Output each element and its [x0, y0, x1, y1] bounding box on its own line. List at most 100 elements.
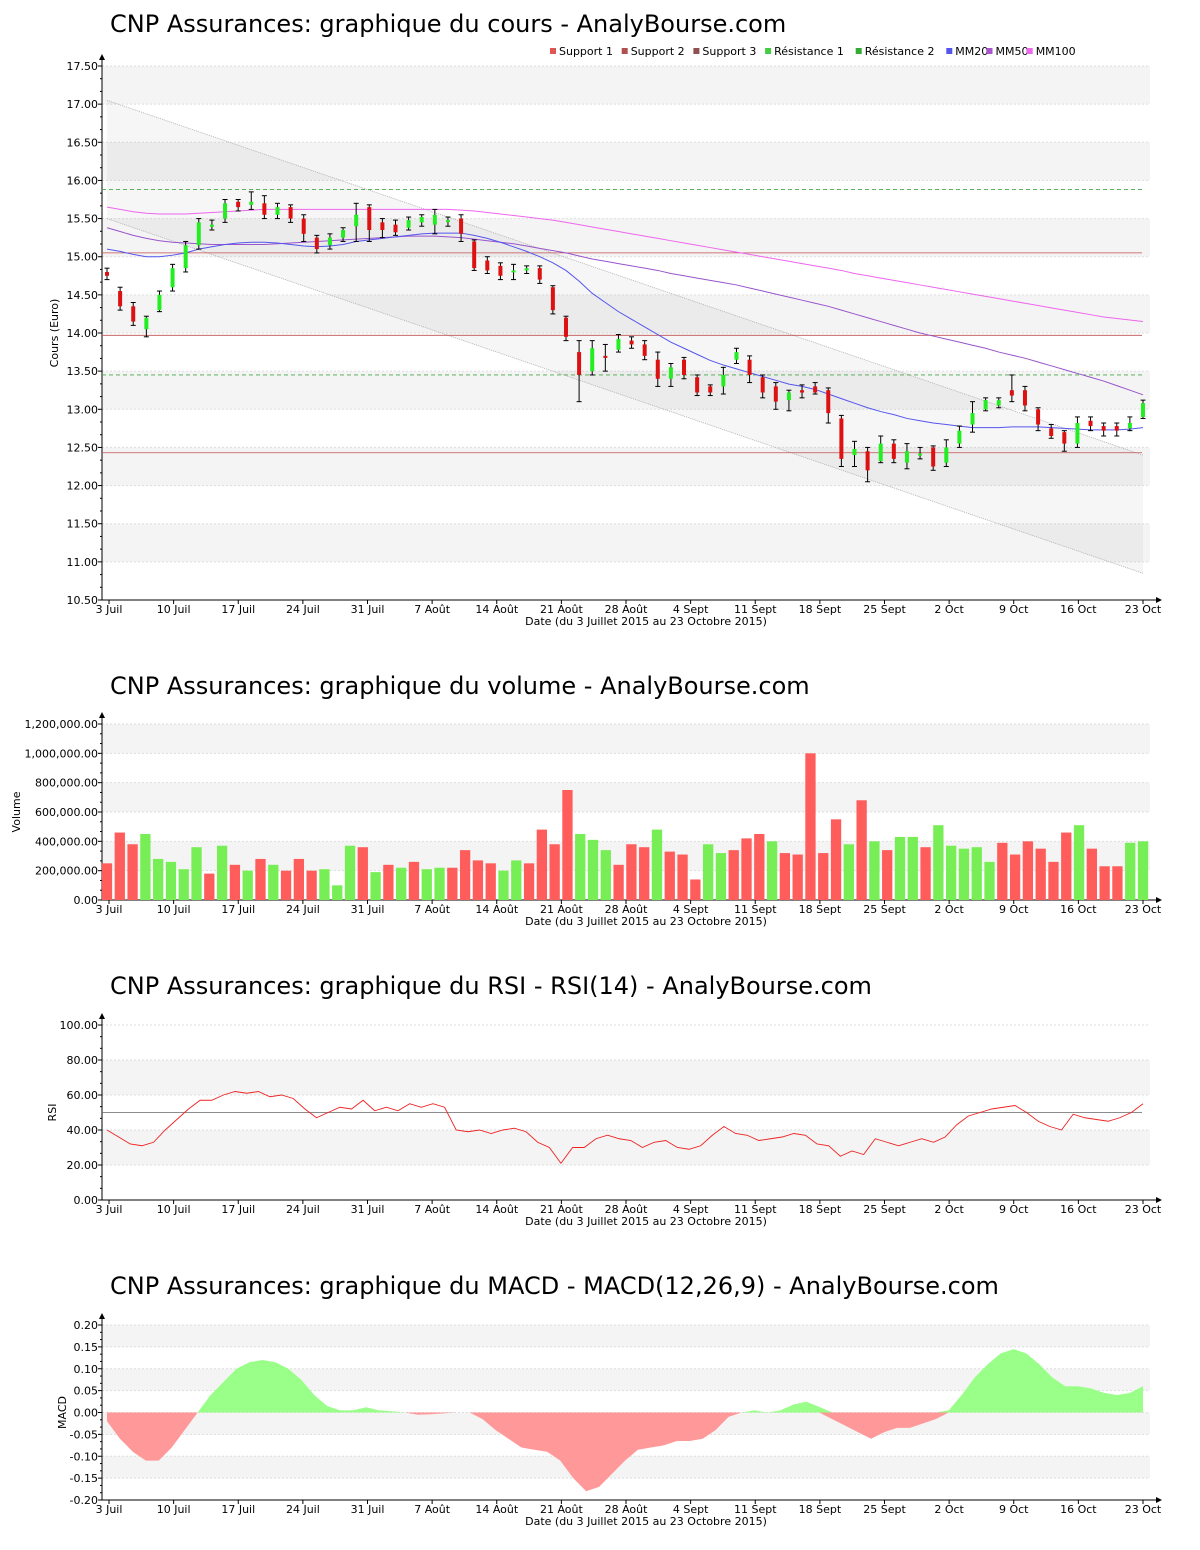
- x-tick-label: 11 Sept: [734, 1203, 777, 1216]
- macd-negative-area: [107, 1412, 1143, 1492]
- candle-body: [695, 377, 700, 393]
- candle-body: [773, 386, 778, 402]
- x-tick-label: 11 Sept: [734, 603, 777, 616]
- y-axis-label: Cours (Euro): [48, 299, 61, 368]
- volume-bar: [1125, 842, 1136, 900]
- candle-body: [406, 220, 411, 228]
- candle-body: [734, 352, 739, 360]
- candle-body: [354, 214, 359, 227]
- y-axis-label: RSI: [46, 1104, 59, 1122]
- candle-body: [1049, 428, 1054, 436]
- x-tick-label: 16 Oct: [1060, 903, 1097, 916]
- y-tick-label: 11.50: [67, 518, 99, 531]
- candle-body: [1101, 426, 1106, 431]
- candle-body: [747, 359, 752, 375]
- x-tick-label: 18 Sept: [799, 1503, 842, 1516]
- volume-bar: [1035, 848, 1046, 900]
- y-tick-label: 15.50: [67, 213, 99, 226]
- candle-body: [642, 344, 647, 356]
- x-tick-label: 2 Oct: [934, 1503, 964, 1516]
- y-tick-label: 16.50: [67, 136, 99, 149]
- legend-swatch: [765, 48, 772, 54]
- x-tick-label: 3 Juil: [96, 903, 123, 916]
- candle-body: [524, 268, 529, 271]
- volume-bar: [677, 854, 688, 900]
- candle-body: [865, 451, 870, 471]
- y-tick-label: 0.05: [74, 1385, 99, 1398]
- y-tick-label: 17.50: [67, 60, 99, 73]
- x-tick-label: 9 Oct: [999, 603, 1029, 616]
- x-tick-label: 7 Août: [414, 603, 451, 616]
- volume-bar: [843, 844, 854, 900]
- candle-body: [236, 201, 241, 208]
- x-tick-label: 9 Oct: [999, 1203, 1029, 1216]
- candle-body: [105, 271, 109, 276]
- channel-lower: [106, 218, 1144, 574]
- x-tick-label: 28 Août: [605, 903, 649, 916]
- legend-swatch: [550, 48, 556, 54]
- legend-swatch: [1026, 48, 1033, 54]
- y-tick-label: 16.00: [67, 174, 99, 187]
- x-tick-label: 4 Sept: [673, 1203, 709, 1216]
- volume-bar: [511, 860, 522, 900]
- candle-body: [904, 451, 909, 463]
- y-axis-label: Volume: [10, 791, 23, 832]
- candle-body: [380, 222, 385, 231]
- volume-bar: [575, 834, 586, 900]
- candle-body: [682, 359, 687, 375]
- x-tick-label: 23 Oct: [1125, 903, 1162, 916]
- volume-plot: 0.00 200,000.00 400,000.00 600,000.00 800,00…: [10, 712, 1162, 928]
- candle-body: [196, 222, 201, 246]
- volume-chart: CNP Assurances: graphique du volume - An…: [0, 660, 1200, 940]
- candle-body: [1062, 432, 1067, 444]
- candle-body: [931, 447, 936, 467]
- y-tick-label: 13.00: [67, 403, 99, 416]
- candle-body: [590, 348, 595, 372]
- y-tick-label: 0.00: [74, 894, 99, 907]
- x-tick-label: 14 Août: [475, 903, 519, 916]
- grid-band: [102, 523, 1150, 562]
- volume-bar: [613, 864, 624, 900]
- volume-bar: [153, 858, 164, 900]
- volume-bar: [344, 845, 356, 900]
- candle-body: [550, 287, 555, 311]
- volume-bar: [882, 850, 893, 900]
- candle-body: [393, 224, 398, 233]
- candle-body: [275, 207, 280, 215]
- volume-bar: [408, 861, 420, 900]
- candle-body: [445, 220, 450, 223]
- volume-bar: [459, 850, 471, 900]
- x-tick-label: 28 Août: [605, 1503, 649, 1516]
- x-tick-label: 14 Août: [475, 603, 519, 616]
- volume-bar: [869, 841, 880, 900]
- volume-bar: [856, 800, 867, 900]
- x-tick-label: 14 Août: [475, 1203, 519, 1216]
- volume-bar: [741, 838, 752, 900]
- y-tick-label: 80.00: [67, 1054, 99, 1067]
- candle-body: [472, 241, 477, 269]
- volume-bar: [319, 869, 330, 900]
- y-tick-label: 17.00: [67, 98, 99, 111]
- volume-bar: [242, 870, 253, 900]
- x-tick-label: 24 Juil: [286, 1503, 320, 1516]
- x-tick-label: 23 Oct: [1125, 1203, 1162, 1216]
- x-axis-arrow: [1156, 1497, 1162, 1503]
- volume-bar: [1009, 854, 1021, 900]
- rsi-chart: CNP Assurances: graphique du RSI - RSI(1…: [0, 960, 1200, 1240]
- y-tick-label: 800,000.00: [35, 777, 98, 790]
- y-tick-label: 1,200,000.00: [25, 718, 98, 731]
- candle-body: [301, 218, 306, 234]
- legend-swatch: [621, 48, 628, 54]
- candle-body: [314, 237, 319, 250]
- volume-bar: [958, 848, 970, 900]
- volume-bar: [639, 847, 650, 900]
- volume-bar: [472, 860, 484, 900]
- candle-body: [118, 291, 123, 307]
- volume-bar: [587, 839, 599, 900]
- candle-body: [996, 400, 1001, 406]
- candle-body: [341, 230, 346, 238]
- mm20-line: [106, 232, 1144, 431]
- mm100-line: [106, 206, 1144, 323]
- legend-label: MM100: [1036, 45, 1076, 58]
- volume-bar: [383, 864, 394, 900]
